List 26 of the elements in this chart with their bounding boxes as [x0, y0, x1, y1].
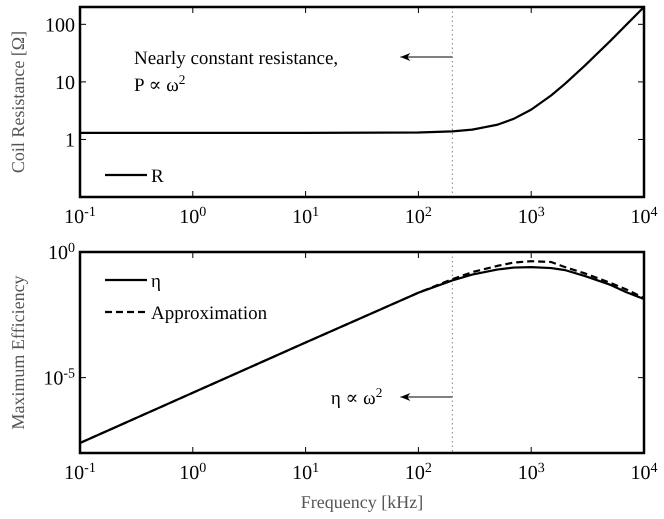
x-tick-label: 10$^{-1}$ — [64, 204, 96, 228]
y-tick-label: 10 — [55, 72, 75, 94]
x-tick-label: 10$^{1}$ — [292, 460, 320, 484]
y-axis-title: Maximum Efficiency — [8, 275, 28, 430]
y-tick-label: 10$^{-5}$ — [43, 366, 75, 390]
x-tick-label: 10$^{-1}$ — [64, 460, 96, 484]
annotation: η ∝ ω$^{2}$ — [330, 384, 382, 409]
annotation: P ∝ ω$^{2}$ — [134, 72, 186, 96]
legend-label: Approximation — [151, 303, 268, 324]
x-tick-label: 10$^{0}$ — [179, 204, 206, 228]
x-tick-label: 10$^{2}$ — [404, 204, 432, 228]
x-tick-label: 10$^{4}$ — [630, 204, 658, 228]
x-tick-label: 10$^{3}$ — [518, 460, 545, 484]
y-tick-label: 1 — [65, 129, 75, 152]
y-tick-label: 100 — [45, 14, 75, 36]
y-axis-title: Coil Resistance [Ω] — [8, 30, 28, 174]
x-tick-label: 10$^{0}$ — [179, 460, 206, 484]
x-axis-title: Frequency [kHz] — [300, 492, 424, 512]
annotation: Nearly constant resistance, — [134, 48, 338, 69]
x-tick-label: 10$^{2}$ — [404, 460, 432, 484]
x-tick-label: 10$^{4}$ — [630, 460, 658, 484]
y-tick-label: 10$^{0}$ — [48, 240, 75, 264]
legend-label: R — [151, 166, 164, 187]
x-tick-label: 10$^{3}$ — [518, 204, 545, 228]
x-tick-label: 10$^{1}$ — [292, 204, 320, 228]
legend-label: η — [151, 271, 161, 292]
